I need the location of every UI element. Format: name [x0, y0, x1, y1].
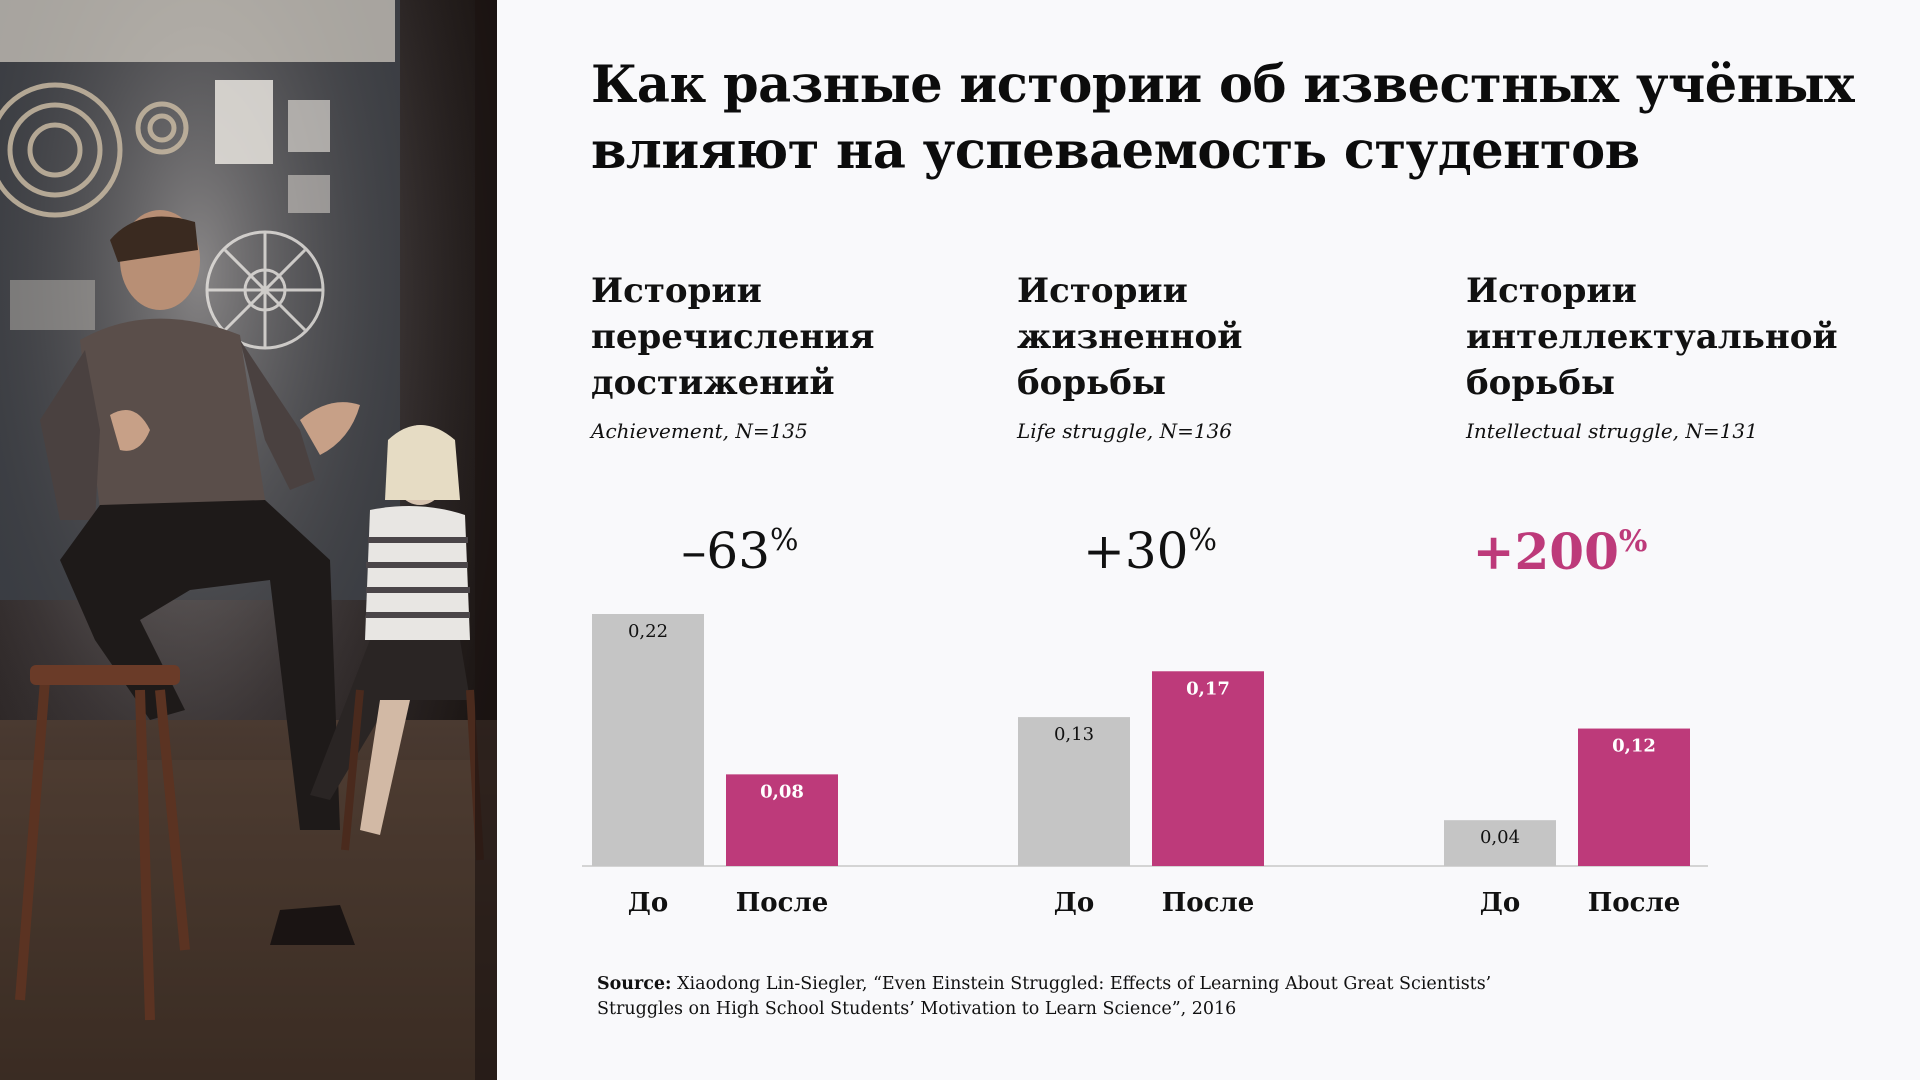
data-label: 0,04 — [1480, 827, 1520, 848]
title-line-2: влияют на успеваемость студентов — [591, 121, 1640, 181]
group-title-line: интеллектуальной — [1466, 317, 1838, 357]
change-unit: % — [1188, 523, 1218, 558]
x-tick-label: До — [628, 888, 668, 918]
data-label: 0,13 — [1054, 724, 1094, 745]
x-tick-label: После — [736, 888, 829, 918]
x-tick-label: До — [1054, 888, 1094, 918]
group-title-line: Истории — [1466, 271, 1637, 311]
bar — [726, 774, 838, 866]
change-unit: % — [1618, 524, 1648, 559]
source-text-line-1: Xiaodong Lin-Siegler, “Even Einstein Str… — [677, 974, 1492, 994]
data-label: 0,17 — [1186, 678, 1230, 699]
change-value: +200 — [1472, 522, 1619, 581]
group-subtitle-achievement: Achievement, N=135 — [591, 419, 808, 443]
change-unit: % — [770, 523, 799, 558]
group-title-line: Истории — [1017, 271, 1188, 311]
group-title-achievement: Истории перечисления достижений — [591, 268, 1011, 406]
group-title-life-struggle: Истории жизненной борьбы — [1017, 268, 1437, 406]
group-title-line: жизненной — [1017, 317, 1243, 357]
group-subtitle-intellectual-struggle: Intellectual struggle, N=131 — [1466, 419, 1758, 443]
source-label: Source: — [597, 974, 672, 994]
group-title-line: перечисления — [591, 317, 875, 357]
change-life-struggle: +30% — [1020, 522, 1280, 580]
classroom-illustration — [0, 0, 497, 1080]
change-intellectual-struggle: +200% — [1430, 522, 1690, 581]
group-title-intellectual-struggle: Истории интеллектуальной борьбы — [1466, 268, 1886, 406]
bar — [1152, 671, 1264, 866]
change-value: +30 — [1082, 522, 1189, 580]
x-tick-label: После — [1162, 888, 1255, 918]
source-text-line-2: Struggles on High School Students’ Motiv… — [597, 999, 1237, 1019]
bar — [1444, 820, 1556, 866]
data-label: 0,12 — [1612, 736, 1656, 757]
bar — [592, 614, 704, 866]
change-value: –63 — [681, 522, 771, 580]
group-title-line: борьбы — [1466, 363, 1615, 403]
page-title: Как разные истории об известных учёных в… — [591, 52, 1881, 184]
group-title-line: борьбы — [1017, 363, 1166, 403]
bar — [1578, 728, 1690, 866]
source-note: Source: Xiaodong Lin-Siegler, “Even Eins… — [597, 972, 1597, 1022]
data-label: 0,22 — [628, 621, 668, 642]
title-line-1: Как разные истории об известных учёных — [591, 55, 1855, 115]
group-title-line: Истории — [591, 271, 762, 311]
x-tick-label: До — [1480, 888, 1520, 918]
group-title-line: достижений — [591, 363, 835, 403]
change-achievement: –63% — [610, 522, 870, 580]
bar — [1018, 717, 1130, 866]
group-subtitle-life-struggle: Life struggle, N=136 — [1017, 419, 1232, 443]
data-label: 0,08 — [760, 781, 804, 802]
classroom-photo — [0, 0, 497, 1080]
x-tick-label: После — [1588, 888, 1681, 918]
